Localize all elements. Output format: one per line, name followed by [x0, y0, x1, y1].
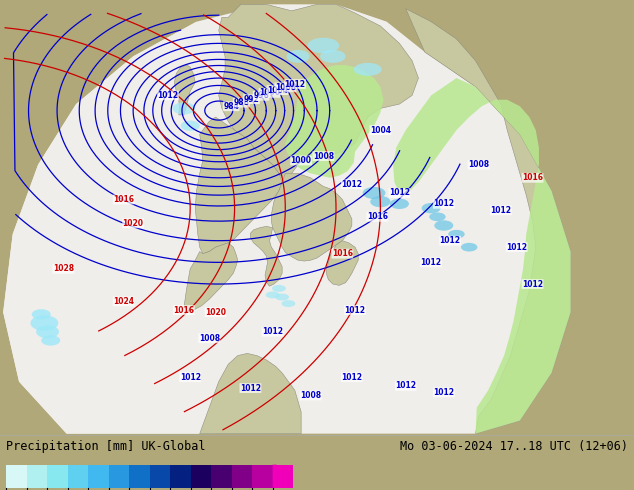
Text: 1004: 1004 [267, 86, 288, 95]
Text: 1016: 1016 [522, 173, 543, 182]
Ellipse shape [281, 300, 295, 307]
Ellipse shape [36, 325, 59, 338]
Bar [150, 465, 170, 488]
PathPatch shape [174, 65, 195, 115]
Ellipse shape [266, 292, 280, 298]
PathPatch shape [406, 9, 571, 434]
PathPatch shape [285, 65, 384, 178]
PathPatch shape [3, 4, 571, 434]
PathPatch shape [219, 4, 418, 182]
Text: 1012: 1012 [433, 388, 455, 397]
Text: 1016: 1016 [332, 249, 353, 258]
Ellipse shape [320, 50, 346, 63]
Bar [170, 465, 191, 488]
PathPatch shape [250, 226, 282, 286]
Bar [6, 465, 27, 488]
Text: 1004: 1004 [370, 125, 391, 135]
Text: 1016: 1016 [366, 212, 388, 221]
Text: 1012: 1012 [395, 381, 417, 391]
Ellipse shape [434, 220, 453, 231]
Text: 1012: 1012 [522, 279, 543, 289]
Ellipse shape [32, 309, 51, 319]
Bar [252, 465, 273, 488]
Ellipse shape [461, 243, 477, 251]
Ellipse shape [287, 50, 309, 63]
Text: 1012: 1012 [506, 243, 527, 252]
Ellipse shape [272, 285, 286, 292]
Text: 1008: 1008 [300, 391, 321, 400]
Ellipse shape [307, 38, 339, 53]
Ellipse shape [181, 121, 200, 131]
Text: 988: 988 [233, 98, 249, 107]
Text: 1012: 1012 [240, 384, 261, 392]
Bar [88, 465, 109, 488]
PathPatch shape [184, 243, 238, 310]
Text: 1008: 1008 [313, 151, 334, 161]
Ellipse shape [429, 213, 446, 221]
Text: 1008: 1008 [275, 83, 296, 92]
Text: 1000: 1000 [290, 156, 312, 165]
Ellipse shape [363, 187, 385, 199]
Text: 1016: 1016 [173, 306, 195, 315]
Text: Mo 03-06-2024 17..18 UTC (12+06): Mo 03-06-2024 17..18 UTC (12+06) [399, 441, 628, 453]
Text: 1012: 1012 [157, 91, 179, 100]
Text: Precipitation [mm] UK-Global: Precipitation [mm] UK-Global [6, 441, 206, 453]
Bar [129, 465, 150, 488]
Text: 992: 992 [243, 95, 259, 104]
PathPatch shape [393, 78, 571, 434]
Text: 1012: 1012 [262, 327, 283, 336]
Text: 1016: 1016 [113, 195, 134, 204]
Text: 1012: 1012 [439, 236, 461, 245]
PathPatch shape [200, 353, 301, 434]
Text: 984: 984 [223, 102, 239, 111]
PathPatch shape [327, 241, 358, 285]
Text: 1008: 1008 [468, 160, 489, 169]
PathPatch shape [271, 173, 352, 261]
Bar [68, 465, 88, 488]
Ellipse shape [370, 196, 391, 207]
Text: 1012: 1012 [490, 206, 512, 215]
Text: 1020: 1020 [205, 308, 226, 317]
Text: 1012: 1012 [344, 306, 366, 315]
Text: 1012: 1012 [433, 199, 455, 208]
Text: 1028: 1028 [53, 265, 74, 273]
Text: 1012: 1012 [389, 189, 410, 197]
Text: 1020: 1020 [122, 219, 144, 228]
Text: 1008: 1008 [198, 334, 220, 343]
Ellipse shape [41, 335, 60, 345]
Bar [231, 465, 252, 488]
Text: 1012: 1012 [285, 79, 306, 89]
Ellipse shape [30, 315, 58, 331]
Bar [48, 465, 68, 488]
PathPatch shape [195, 117, 282, 254]
PathPatch shape [3, 22, 216, 434]
Bar [27, 465, 48, 488]
Text: 996: 996 [253, 91, 269, 100]
Bar [191, 465, 211, 488]
Text: 1024: 1024 [113, 297, 134, 306]
Ellipse shape [390, 198, 409, 209]
Bar [109, 465, 129, 488]
Text: 1012: 1012 [179, 373, 201, 382]
Bar [211, 465, 231, 488]
Ellipse shape [448, 230, 465, 239]
FancyArrow shape [273, 465, 290, 488]
Text: 1012: 1012 [341, 180, 363, 189]
Ellipse shape [422, 203, 441, 213]
Text: 1012: 1012 [341, 373, 363, 382]
Ellipse shape [275, 294, 289, 300]
Text: 1000: 1000 [259, 88, 280, 98]
Bar [273, 465, 293, 488]
Text: 1012: 1012 [420, 258, 442, 267]
Ellipse shape [172, 102, 195, 115]
Ellipse shape [354, 63, 382, 76]
